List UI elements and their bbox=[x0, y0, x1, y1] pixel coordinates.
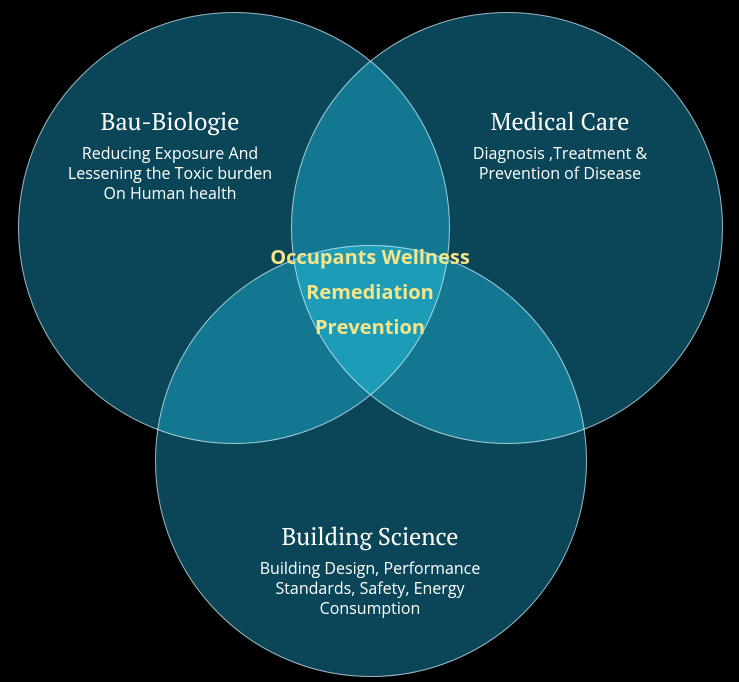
label-building-science: Building Science Building Design, Perfor… bbox=[245, 520, 495, 618]
title-building-science: Building Science bbox=[245, 520, 495, 552]
desc-bau-biologie: Reducing Exposure And Lessening the Toxi… bbox=[60, 143, 280, 203]
center-line-1: Occupants Wellness bbox=[270, 243, 470, 270]
title-medical-care: Medical Care bbox=[445, 105, 675, 137]
center-line-2: Remediation bbox=[270, 278, 470, 305]
label-medical-care: Medical Care Diagnosis ,Treatment & Prev… bbox=[445, 105, 675, 183]
venn-center: Occupants Wellness Remediation Preventio… bbox=[270, 235, 470, 348]
desc-building-science: Building Design, Performance Standards, … bbox=[245, 558, 495, 618]
title-bau-biologie: Bau-Biologie bbox=[60, 105, 280, 137]
venn-diagram: Bau-Biologie Reducing Exposure And Lesse… bbox=[0, 0, 739, 682]
center-line-3: Prevention bbox=[270, 313, 470, 340]
label-bau-biologie: Bau-Biologie Reducing Exposure And Lesse… bbox=[60, 105, 280, 203]
desc-medical-care: Diagnosis ,Treatment & Prevention of Dis… bbox=[445, 143, 675, 183]
